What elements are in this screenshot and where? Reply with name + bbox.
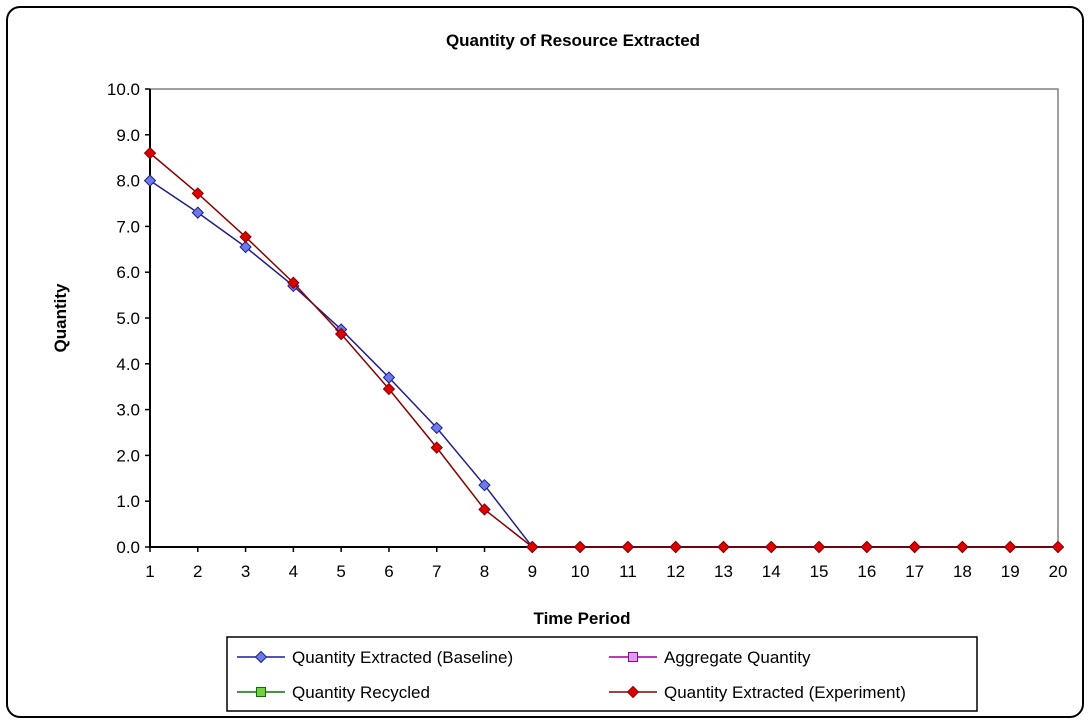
data-point — [143, 174, 157, 187]
data-point — [143, 146, 157, 160]
y-tick-label: 3.0 — [116, 401, 140, 420]
y-tick-label: 10.0 — [107, 80, 140, 99]
data-point — [669, 540, 682, 554]
x-tick-label: 11 — [619, 562, 637, 581]
y-tick-label: 1.0 — [116, 492, 140, 511]
legend-marker — [256, 687, 266, 697]
x-tick-label: 13 — [714, 562, 733, 581]
series-3 — [143, 146, 1065, 554]
y-tick-label: 6.0 — [116, 263, 140, 282]
data-point — [478, 503, 491, 516]
data-point — [430, 421, 443, 435]
x-tick-label: 4 — [289, 562, 298, 581]
legend-marker — [254, 650, 268, 664]
x-tick-label: 17 — [905, 562, 924, 581]
data-point — [334, 327, 348, 341]
x-tick-label: 16 — [857, 562, 876, 581]
data-point — [239, 230, 252, 244]
x-tick-label: 8 — [480, 562, 489, 581]
legend-label: Quantity Recycled — [292, 683, 430, 702]
plot-area — [149, 88, 1059, 548]
y-tick-label: 2.0 — [116, 446, 140, 465]
x-tick-label: 10 — [571, 562, 590, 581]
data-point — [287, 276, 300, 289]
legend-item: Quantity Extracted (Baseline) — [237, 648, 513, 667]
legend-marker — [628, 652, 638, 662]
data-point — [956, 540, 969, 554]
axes: 0.01.02.03.04.05.06.07.08.09.010.01 2 3 4 5 6… — [107, 80, 1068, 581]
data-point — [908, 540, 921, 554]
legend-item: Quantity Extracted (Experiment) — [609, 683, 906, 702]
x-tick-label: 6 — [384, 562, 393, 581]
data-point — [478, 478, 491, 492]
x-tick-label: 5 — [336, 562, 345, 581]
data-point — [573, 540, 587, 554]
x-tick-label: 19 — [1001, 562, 1020, 581]
x-tick-label: 14 — [762, 562, 781, 581]
data-point — [191, 206, 204, 219]
x-tick-label: 2 — [193, 562, 202, 581]
legend-box — [226, 636, 978, 712]
x-tick-label: 12 — [666, 562, 685, 581]
data-point — [765, 540, 778, 554]
legend-label: Quantity Extracted (Baseline) — [292, 648, 513, 667]
data-point — [239, 240, 252, 254]
y-tick-label: 8.0 — [116, 172, 140, 191]
data-point — [382, 382, 396, 396]
data-point — [1004, 540, 1017, 554]
y-axis-label: Quantity — [51, 283, 70, 352]
x-tick-label: 9 — [528, 562, 537, 581]
data-point — [717, 540, 730, 554]
chart-title: Quantity of Resource Extracted — [446, 31, 700, 50]
x-tick-label: 7 — [432, 562, 441, 581]
data-point — [191, 187, 204, 200]
data-point — [526, 540, 539, 554]
data-point — [860, 540, 874, 554]
x-tick-label: 3 — [241, 562, 250, 581]
x-axis-label: Time Period — [534, 609, 631, 628]
data-point — [1051, 540, 1065, 554]
data-point — [621, 540, 635, 554]
y-tick-label: 0.0 — [116, 538, 140, 557]
legend: Quantity Extracted (Baseline) Aggregate Q… — [226, 636, 978, 712]
x-tick-label: 18 — [953, 562, 972, 581]
x-tick-label: 1 — [145, 562, 154, 581]
y-tick-label: 9.0 — [116, 126, 140, 145]
y-tick-label: 5.0 — [116, 309, 140, 328]
legend-marker — [626, 685, 640, 699]
y-tick-label: 7.0 — [116, 217, 140, 236]
legend-label: Aggregate Quantity — [664, 648, 811, 667]
data-point — [430, 441, 443, 454]
y-tick-label: 4.0 — [116, 355, 140, 374]
x-tick-label: 15 — [810, 562, 829, 581]
legend-item: Quantity Recycled — [237, 683, 430, 702]
data-point — [812, 540, 826, 554]
legend-item: Aggregate Quantity — [609, 648, 811, 667]
series-layer — [143, 146, 1065, 554]
series-line — [149, 152, 1058, 548]
legend-label: Quantity Extracted (Experiment) — [664, 683, 906, 702]
x-tick-label: 20 — [1049, 562, 1068, 581]
